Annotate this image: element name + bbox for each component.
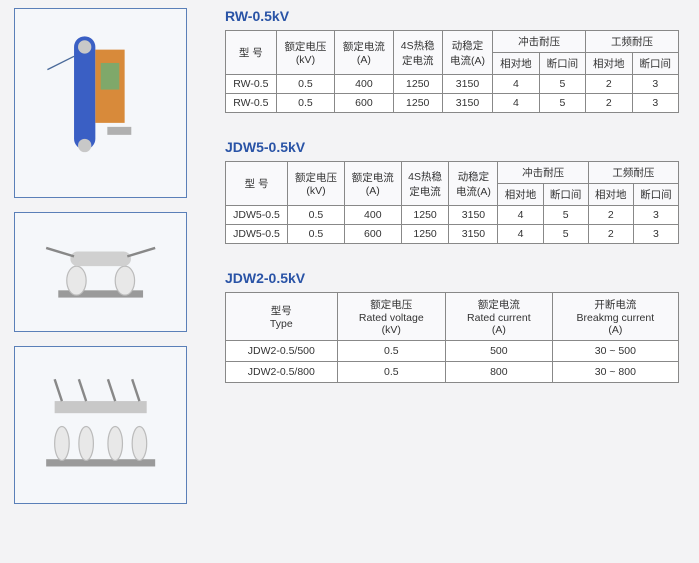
th: 相对地 xyxy=(498,184,543,206)
table-row: JDW2-0.5/5000.550030 ~ 500 xyxy=(226,341,679,362)
table-row: JDW2-0.5/8000.580030 ~ 800 xyxy=(226,362,679,383)
section-jdw5: JDW5-0.5kV 型 号 额定电压(kV) 额定电流(A) 4S热稳定电流 … xyxy=(225,139,679,244)
th: 相对地 xyxy=(586,53,632,75)
th: 工频耐压 xyxy=(588,162,678,184)
th: 开断电流Breakmg current(A) xyxy=(552,293,678,341)
th: 断口间 xyxy=(539,53,585,75)
th: 4S热稳定电流 xyxy=(393,31,442,75)
th: 型 号 xyxy=(226,162,288,206)
th: 断口间 xyxy=(543,184,588,206)
th: 额定电流(A) xyxy=(335,31,393,75)
th: 额定电压(kV) xyxy=(276,31,334,75)
title-rw: RW-0.5kV xyxy=(225,8,679,24)
table-row: RW-0.50.5400125031504523 xyxy=(226,75,679,94)
th: 冲击耐压 xyxy=(493,31,586,53)
table-row: JDW5-0.50.5400125031504523 xyxy=(226,206,679,225)
title-jdw5: JDW5-0.5kV xyxy=(225,139,679,155)
image-column xyxy=(0,0,195,563)
product-image-3 xyxy=(14,346,187,504)
th: 相对地 xyxy=(588,184,633,206)
table-row: JDW5-0.50.5600125031504523 xyxy=(226,225,679,244)
th: 断口间 xyxy=(632,53,678,75)
th: 断口间 xyxy=(633,184,678,206)
th: 额定电压Rated voltage(kV) xyxy=(337,293,445,341)
th: 工频耐压 xyxy=(586,31,679,53)
th: 相对地 xyxy=(493,53,539,75)
th: 额定电压(kV) xyxy=(288,162,345,206)
table-jdw5: 型 号 额定电压(kV) 额定电流(A) 4S热稳定电流 动稳定电流(A) 冲击… xyxy=(225,161,679,244)
th: 额定电流(A) xyxy=(344,162,401,206)
product-image-2 xyxy=(14,212,187,332)
th: 4S热稳定电流 xyxy=(401,162,449,206)
th: 冲击耐压 xyxy=(498,162,588,184)
th: 型 号 xyxy=(226,31,277,75)
th: 动稳定电流(A) xyxy=(449,162,498,206)
tables-column: RW-0.5kV 型 号 额定电压(kV) 额定电流(A) 4S热稳定电流 动稳… xyxy=(195,0,699,563)
table-row: RW-0.50.5600125031504523 xyxy=(226,94,679,113)
th: 额定电流Rated current(A) xyxy=(445,293,552,341)
table-rw: 型 号 额定电压(kV) 额定电流(A) 4S热稳定电流 动稳定电流(A) 冲击… xyxy=(225,30,679,113)
th: 型号Type xyxy=(226,293,338,341)
product-image-1 xyxy=(14,8,187,198)
section-rw: RW-0.5kV 型 号 额定电压(kV) 额定电流(A) 4S热稳定电流 动稳… xyxy=(225,8,679,113)
section-jdw2: JDW2-0.5kV 型号Type 额定电压Rated voltage(kV) … xyxy=(225,270,679,383)
table-jdw2: 型号Type 额定电压Rated voltage(kV) 额定电流Rated c… xyxy=(225,292,679,383)
th: 动稳定电流(A) xyxy=(442,31,492,75)
title-jdw2: JDW2-0.5kV xyxy=(225,270,679,286)
